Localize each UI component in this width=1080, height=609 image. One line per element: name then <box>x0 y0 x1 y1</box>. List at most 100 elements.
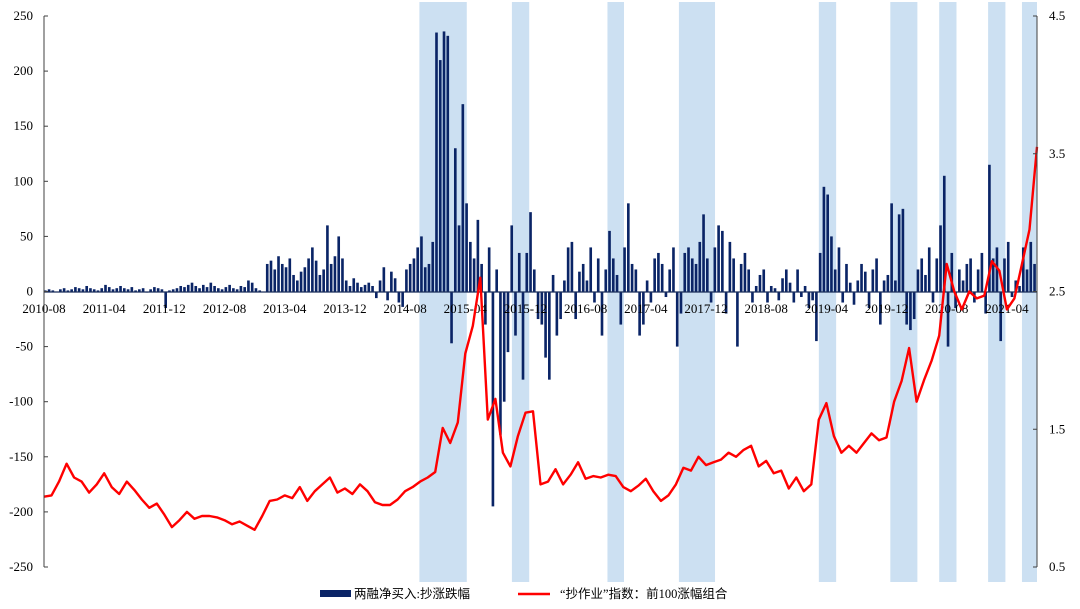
left-tick-label: -150 <box>9 449 33 464</box>
bar <box>141 288 145 292</box>
bar <box>126 289 130 292</box>
bar <box>845 263 848 292</box>
bar <box>991 258 995 292</box>
bar <box>461 104 465 292</box>
bar <box>796 269 799 292</box>
bar <box>288 258 292 292</box>
bar <box>393 278 397 292</box>
bar <box>833 269 837 292</box>
bar <box>487 247 491 292</box>
bar <box>378 280 382 292</box>
right-tick-label: 2.5 <box>1049 284 1065 299</box>
bar <box>856 280 860 292</box>
bar <box>491 291 495 507</box>
bar <box>623 247 626 292</box>
bar <box>510 225 514 292</box>
bar <box>867 291 871 309</box>
bar <box>724 291 728 314</box>
left-tick-label: -200 <box>9 504 33 519</box>
bar <box>939 225 942 292</box>
bar <box>352 278 356 292</box>
bar <box>348 285 352 292</box>
bar <box>499 291 502 435</box>
bar <box>1029 241 1033 292</box>
bar <box>946 291 950 347</box>
bar <box>390 271 393 292</box>
bar <box>604 269 608 292</box>
bar <box>924 274 927 292</box>
bar <box>653 258 656 292</box>
bar <box>326 225 329 292</box>
bar <box>164 291 167 309</box>
bar <box>277 256 280 292</box>
left-tick-label: 0 <box>27 284 34 299</box>
bar <box>250 282 254 292</box>
bar <box>469 241 472 292</box>
bar <box>600 291 604 336</box>
bar <box>608 230 611 292</box>
bar <box>807 291 811 309</box>
bar <box>401 291 404 307</box>
bar <box>525 252 529 292</box>
x-tick-label: 2013-12 <box>323 301 366 316</box>
bar <box>988 164 991 292</box>
bar <box>999 291 1003 342</box>
bar <box>596 258 600 292</box>
right-tick-label: 0.5 <box>1049 559 1065 574</box>
bar <box>375 291 378 299</box>
bar <box>566 247 570 292</box>
bar <box>777 291 781 301</box>
bar <box>792 291 796 303</box>
bar <box>247 280 250 292</box>
bar <box>901 208 905 292</box>
bar <box>687 247 690 292</box>
bar <box>1006 241 1010 292</box>
x-tick-label: 2016-08 <box>564 301 607 316</box>
bar <box>423 267 427 292</box>
bar <box>408 263 412 292</box>
bar <box>517 252 521 292</box>
bar <box>830 236 833 292</box>
bar <box>100 288 104 292</box>
x-tick-label: 2011-12 <box>143 301 186 316</box>
bar <box>156 288 160 292</box>
x-tick-label: 2012-08 <box>203 301 246 316</box>
x-tick-label: 2015-12 <box>504 301 547 316</box>
bar <box>51 290 55 292</box>
bar <box>751 291 754 303</box>
bar <box>122 288 126 292</box>
bar <box>882 280 886 292</box>
bar <box>397 291 401 303</box>
bar <box>1025 269 1029 292</box>
bar <box>758 274 762 292</box>
bar <box>544 291 547 358</box>
bar <box>359 287 363 292</box>
bar <box>879 291 882 325</box>
bar <box>683 252 687 292</box>
bar <box>239 285 243 292</box>
bar <box>344 280 348 292</box>
right-axis-ticks: 4.5 3.5 2.5 1.5 0.5 <box>1033 8 1065 574</box>
bar <box>254 288 258 292</box>
bar <box>954 291 957 309</box>
bar <box>70 289 73 292</box>
x-tick-label: 2020-08 <box>925 301 968 316</box>
bar <box>815 291 818 342</box>
bar <box>502 291 506 402</box>
bar <box>773 288 777 292</box>
bar <box>119 285 122 292</box>
bar <box>337 236 341 292</box>
bar <box>958 269 961 292</box>
bar <box>961 280 965 292</box>
bar <box>476 219 480 292</box>
bar <box>495 269 498 292</box>
bar <box>660 263 664 292</box>
bar <box>935 258 939 292</box>
bar <box>574 291 577 320</box>
bar <box>183 287 186 292</box>
x-tick-label: 2019-04 <box>805 301 849 316</box>
bar <box>698 241 702 292</box>
bar <box>431 241 435 292</box>
legend-bar-swatch <box>320 590 351 597</box>
